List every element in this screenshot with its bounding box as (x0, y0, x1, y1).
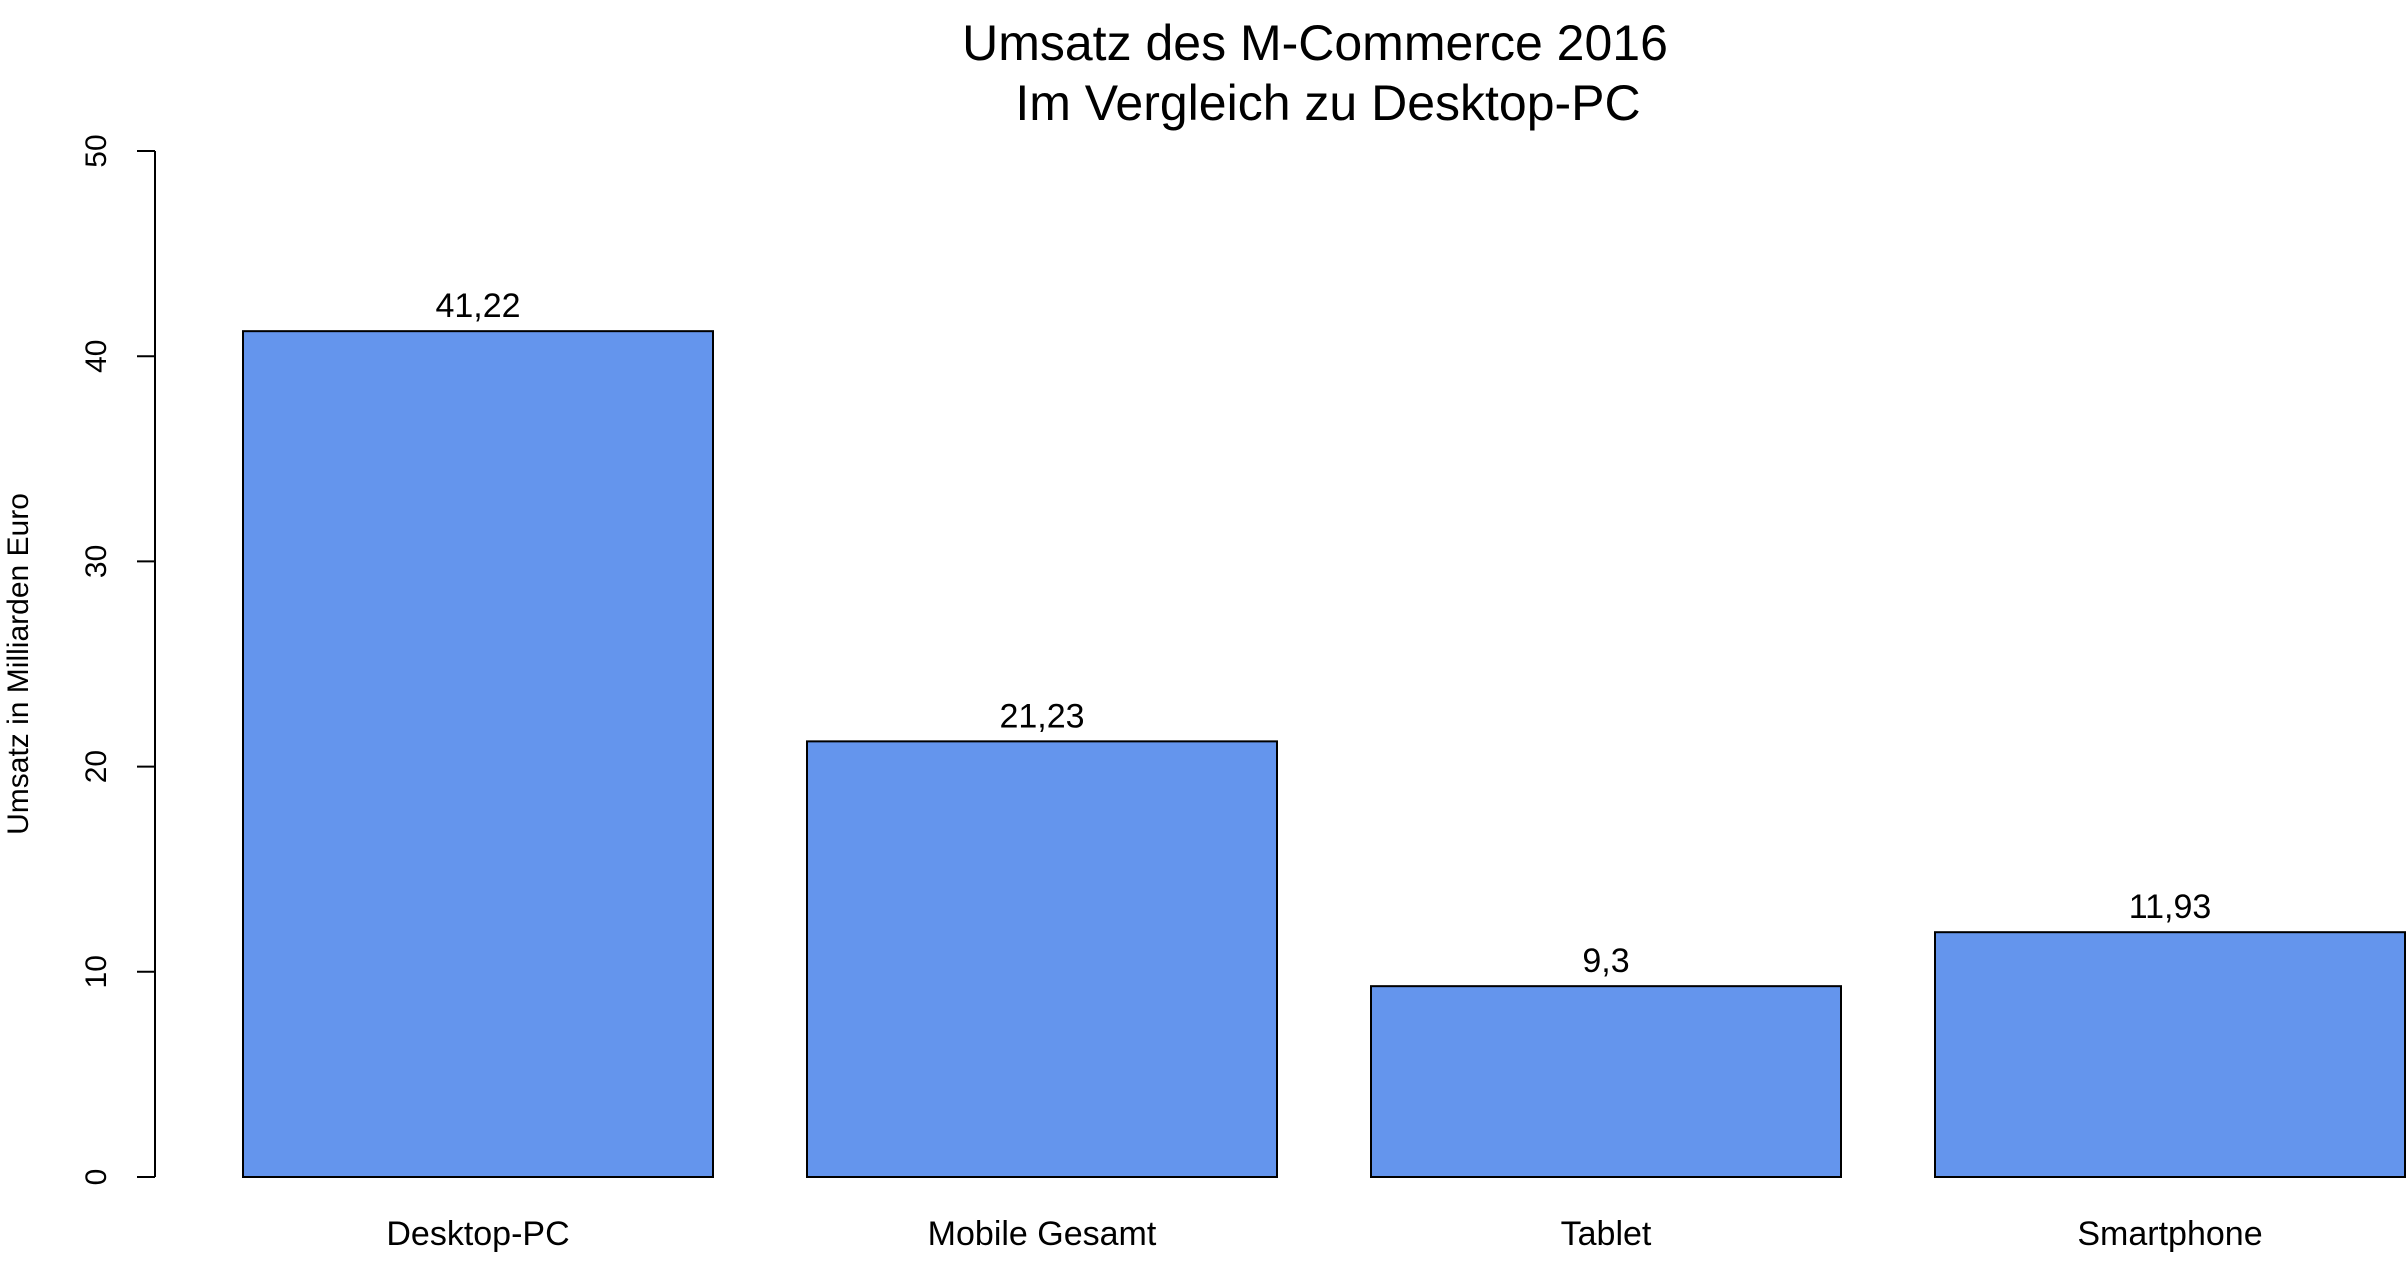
bar-value-label: 41,22 (435, 287, 520, 325)
y-tick-label: 40 (80, 340, 113, 373)
y-tick-label: 20 (80, 750, 113, 783)
y-tick-label: 30 (80, 545, 113, 578)
x-category-label: Smartphone (2077, 1215, 2262, 1253)
y-tick-label: 50 (80, 134, 113, 167)
bars-group (242, 330, 2406, 1179)
x-category-label: Mobile Gesamt (928, 1215, 1157, 1253)
bar-value-label: 11,93 (2129, 888, 2212, 926)
chart-title: Umsatz des M-Commerce 2016 (962, 15, 1668, 71)
y-axis-label: Umsatz in Milliarden Euro (2, 493, 35, 835)
x-category-label: Tablet (1561, 1215, 1652, 1253)
x-category-label: Desktop-PC (386, 1215, 569, 1253)
bar-value-label: 9,3 (1582, 942, 1629, 980)
y-axis: 0 10 20 30 40 50 (80, 134, 156, 1186)
category-labels-group: Desktop-PC Mobile Gesamt Tablet Smartphone (386, 1215, 2262, 1253)
chart-subtitle: Im Vergleich zu Desktop-PC (1015, 75, 1640, 131)
value-labels-group: 41,22 21,23 9,3 11,93 (435, 287, 2211, 980)
bar-value-label: 21,23 (999, 697, 1084, 735)
bar-tablet (1370, 985, 1842, 1178)
y-tick-label: 10 (80, 955, 113, 988)
y-tick-label: 0 (80, 1169, 113, 1186)
bar-smartphone (1934, 931, 2406, 1179)
bar-desktop-pc (242, 330, 714, 1178)
bar-mobile-gesamt (806, 740, 1278, 1178)
